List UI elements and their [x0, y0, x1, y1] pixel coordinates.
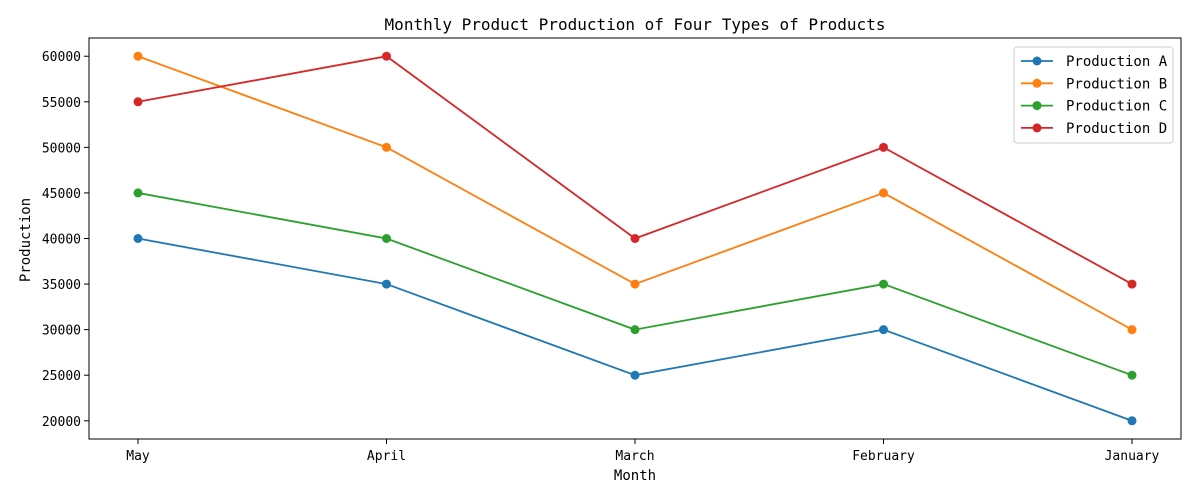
y-tick-label: 25000 — [42, 369, 81, 384]
data-point — [382, 142, 391, 152]
x-axis-label: Month — [614, 468, 656, 484]
legend-marker — [1032, 56, 1042, 66]
x-tick-label: February — [852, 449, 915, 464]
y-tick-label: 50000 — [42, 141, 81, 156]
legend-label: Production A — [1066, 54, 1168, 70]
y-tick-label: 30000 — [42, 324, 81, 339]
series-line-4 — [137, 55, 1133, 285]
data-point — [1127, 370, 1137, 380]
data-point — [1127, 279, 1137, 289]
legend-marker — [1032, 123, 1042, 133]
data-point — [1127, 325, 1137, 335]
data-point — [879, 188, 888, 198]
legend: Production A Production B Production C Prod… — [1013, 46, 1174, 144]
x-tick-label: May — [126, 449, 150, 464]
y-tick-label: 40000 — [42, 233, 81, 248]
x-tick-label: January — [1105, 449, 1160, 464]
data-point — [879, 142, 888, 152]
data-point — [879, 325, 888, 335]
data-point — [133, 51, 143, 61]
y-tick-label: 60000 — [42, 50, 81, 65]
data-point — [630, 234, 640, 243]
data-point — [1127, 416, 1137, 426]
data-point — [630, 325, 640, 335]
legend-marker — [1032, 78, 1042, 88]
data-point — [382, 234, 391, 243]
data-point — [382, 279, 391, 289]
data-point — [133, 97, 143, 107]
legend-marker — [1032, 101, 1042, 111]
series-group — [133, 51, 1137, 426]
legend-label: Production B — [1066, 76, 1167, 92]
x-axis: May April March February January — [126, 439, 1160, 464]
x-tick-label: April — [367, 449, 406, 464]
data-point — [630, 279, 640, 289]
legend-label: Production D — [1066, 121, 1167, 137]
data-point — [133, 234, 143, 243]
y-tick-label: 55000 — [42, 96, 81, 111]
y-axis: 20000 25000 30000 35000 40000 45000 50000 55000… — [42, 50, 89, 430]
legend-box — [1013, 46, 1174, 144]
data-point — [630, 370, 640, 380]
data-point — [133, 188, 143, 198]
x-tick-label: March — [615, 449, 654, 464]
y-tick-label: 20000 — [42, 415, 81, 430]
legend-label: Production C — [1066, 99, 1167, 115]
y-tick-label: 35000 — [42, 278, 81, 293]
data-point — [382, 51, 391, 61]
y-axis-label: Production — [18, 198, 34, 282]
series-line-2 — [137, 55, 1133, 331]
data-point — [879, 279, 888, 289]
y-tick-label: 45000 — [42, 187, 81, 202]
chart-title: Monthly Product Production of Four Types… — [385, 15, 886, 34]
